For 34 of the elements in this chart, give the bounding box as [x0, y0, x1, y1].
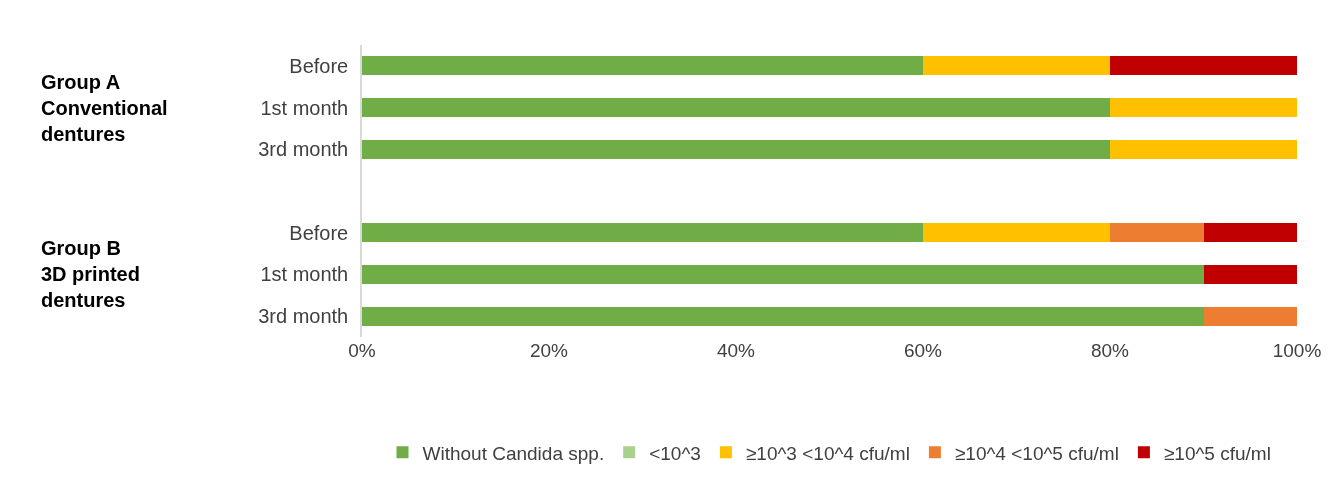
bar [362, 223, 923, 243]
bar [1110, 139, 1297, 159]
legend-label: ≥10^5 cfu/ml [1163, 442, 1271, 464]
bar [1203, 223, 1297, 243]
y-tick-label: 3rd month [258, 305, 349, 328]
bar [362, 139, 1110, 159]
bar [1203, 265, 1297, 284]
bar [1110, 98, 1297, 117]
y-tick-label: Before [289, 221, 349, 244]
bar [362, 306, 1204, 326]
bar [362, 56, 923, 76]
y-tick-label: 1st month [260, 96, 349, 119]
x-tick-label: 20% [529, 340, 569, 361]
bar [923, 223, 1110, 243]
bar [923, 56, 1110, 76]
text: Group B 3D printed dentures [41, 237, 140, 311]
x-tick-label: 80% [1090, 340, 1130, 361]
x-tick-label: 60% [903, 340, 943, 361]
bar [362, 265, 1204, 284]
x-tick-label: 0% [348, 340, 376, 361]
legend-label: ≥10^3 <10^4 cfu/ml [745, 442, 910, 464]
y-tick-label: 1st month [260, 263, 349, 286]
bar [362, 98, 1110, 117]
legend-label: <10^3 [649, 442, 701, 464]
bar [1110, 223, 1204, 243]
x-tick-label: 100% [1272, 340, 1322, 361]
text: Group A Conventional dentures [41, 71, 168, 145]
bar [1203, 306, 1297, 326]
legend-label: Without Candida spp. [422, 442, 605, 464]
y-tick-label: 3rd month [258, 138, 349, 161]
legend-label: ≥10^4 <10^5 cfu/ml [954, 442, 1119, 464]
y-tick-label: Before [289, 54, 349, 77]
x-tick-label: 40% [716, 340, 756, 361]
bar [1110, 56, 1297, 76]
